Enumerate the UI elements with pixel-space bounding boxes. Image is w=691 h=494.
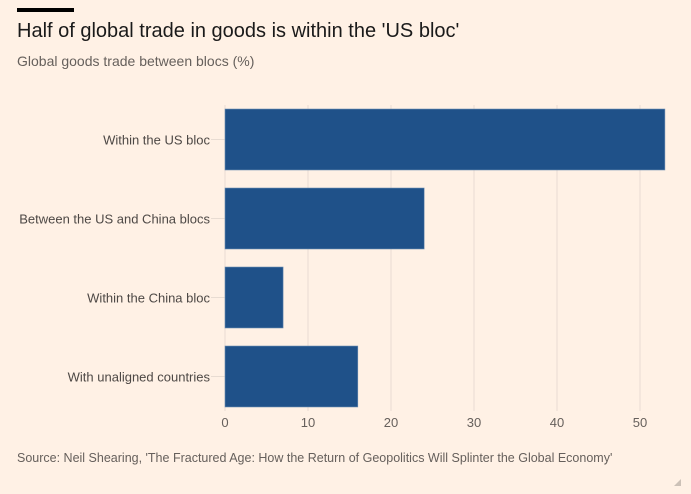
bar <box>224 187 425 250</box>
chart-subtitle: Global goods trade between blocs (%) <box>17 53 255 69</box>
x-tick-label: 30 <box>467 415 481 430</box>
bar <box>224 266 284 329</box>
category-label: Within the China bloc <box>87 291 210 306</box>
brand-bar <box>17 8 74 12</box>
source-note: Source: Neil Shearing, 'The Fractured Ag… <box>17 451 613 465</box>
bar <box>224 345 359 408</box>
x-tick-label: 0 <box>221 415 228 430</box>
x-tick-label: 50 <box>633 415 647 430</box>
x-tick-label: 20 <box>384 415 398 430</box>
chart-title: Half of global trade in goods is within … <box>17 20 460 42</box>
category-label: With unaligned countries <box>68 370 211 385</box>
x-tick-label: 10 <box>301 415 315 430</box>
x-tick-label: 40 <box>550 415 564 430</box>
category-label: Within the US bloc <box>103 133 210 148</box>
category-label: Between the US and China blocs <box>19 212 210 227</box>
resize-handle-icon <box>674 479 681 486</box>
bar <box>224 108 666 171</box>
